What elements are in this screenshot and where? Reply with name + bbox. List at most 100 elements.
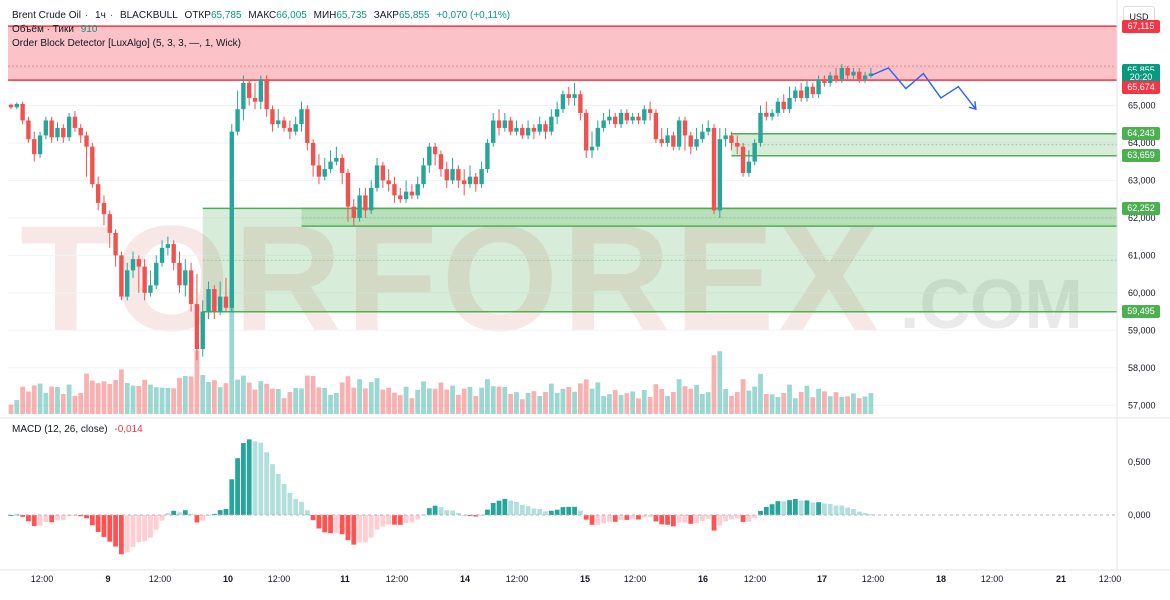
candle-body [32, 139, 37, 155]
candle-body [485, 142, 490, 170]
candle-body [554, 109, 560, 117]
volume-bar [665, 396, 670, 414]
macd-bar [787, 500, 792, 515]
candle-body [729, 135, 734, 143]
macd-bar [641, 515, 647, 518]
volume-bar [676, 379, 682, 414]
forecast-path [870, 67, 977, 111]
candle-body [183, 270, 188, 286]
price-label: 59,495 [1122, 305, 1160, 319]
candle-body [502, 120, 508, 128]
candle-body [549, 116, 554, 132]
volume-bar [368, 382, 374, 414]
volume-bar [142, 379, 148, 414]
macd-bar [758, 510, 763, 515]
macd-bar [601, 515, 607, 524]
volume-bar [171, 388, 177, 414]
y-tick-label: 65,000 [1128, 100, 1156, 110]
macd-bar [711, 515, 717, 531]
indicator-label[interactable]: Order Block Detector [LuxAlgo] (5, 3, 3,… [12, 38, 241, 49]
candle-body [613, 116, 618, 125]
price-label: 62,252 [1122, 201, 1160, 215]
macd-bar [636, 515, 641, 520]
volume-bar [758, 373, 763, 414]
volume-bar [421, 381, 426, 414]
candle-body [746, 161, 752, 173]
candle-body [61, 127, 66, 138]
candle-body [229, 131, 234, 308]
candle-body [578, 94, 583, 113]
volume-bar [148, 384, 153, 414]
candle-body [223, 296, 229, 308]
volume-bar [78, 393, 84, 414]
macd-bar [659, 515, 665, 525]
candle-body [322, 169, 327, 177]
volume-bar [798, 392, 804, 414]
candle-body [845, 67, 850, 76]
candle-body [833, 75, 839, 80]
candle-body [345, 172, 351, 207]
volume-bar [641, 390, 647, 414]
candle-body [392, 184, 397, 196]
symbol-name[interactable]: Brent Crude Oil [12, 10, 81, 21]
volume-bar [159, 387, 165, 414]
macd-bar [200, 515, 206, 521]
volume-bar [740, 379, 746, 414]
volume-bar [514, 392, 519, 414]
volume-bar [845, 396, 851, 414]
candle-body [49, 120, 54, 138]
volume-bar [612, 390, 618, 414]
macd-histogram [8, 439, 874, 555]
macd-bar [450, 510, 455, 515]
volume-bar [851, 393, 856, 414]
volume-bar [618, 395, 624, 414]
volume-bar [636, 398, 641, 414]
volume-bar [432, 388, 438, 414]
volume-label[interactable]: Объём · Тики [12, 24, 74, 35]
candle-body [618, 112, 624, 125]
candle-body [514, 127, 519, 132]
volume-bar [374, 378, 380, 414]
volume-bar [281, 398, 287, 414]
candle-body [525, 127, 531, 136]
macd-bar [729, 515, 734, 520]
candle-body [177, 262, 182, 286]
candle-body [735, 142, 740, 147]
candle-body [334, 157, 339, 162]
volume-bar [270, 388, 275, 414]
macd-bar [264, 452, 270, 515]
candle-body [247, 82, 252, 98]
macd-bar [746, 515, 752, 522]
candle-body [467, 176, 473, 185]
y-tick-label: 64,000 [1128, 138, 1156, 148]
candle-body [252, 97, 258, 102]
volume-bar [595, 382, 601, 414]
volume-bar [264, 383, 270, 414]
candle-body [764, 112, 769, 117]
candle-body [427, 146, 432, 166]
candle-body [276, 120, 281, 125]
macd-bar [252, 441, 258, 515]
x-tick-label: 14 [460, 574, 470, 584]
macd-bar [432, 505, 438, 515]
volume-bar [287, 392, 293, 414]
macd-label[interactable]: MACD (12, 26, close) [12, 424, 108, 435]
candlesticks[interactable] [8, 64, 874, 361]
macd-bar [856, 511, 862, 515]
volume-bar [566, 387, 572, 414]
volume-bar [415, 389, 421, 414]
candle-body [328, 161, 333, 170]
volume-bar [333, 393, 339, 414]
interval[interactable]: 1ч [95, 10, 106, 21]
change-value: +0,070 (+0,11%) [436, 10, 511, 21]
macd-bar [374, 515, 380, 530]
volume-bar [113, 380, 118, 414]
macd-bar [496, 500, 502, 515]
volume-bar [467, 386, 473, 414]
candle-body [119, 255, 124, 297]
volume-bar [380, 389, 386, 414]
candle-body [461, 180, 467, 185]
candle-body [543, 124, 548, 132]
macd-bar [670, 515, 676, 527]
